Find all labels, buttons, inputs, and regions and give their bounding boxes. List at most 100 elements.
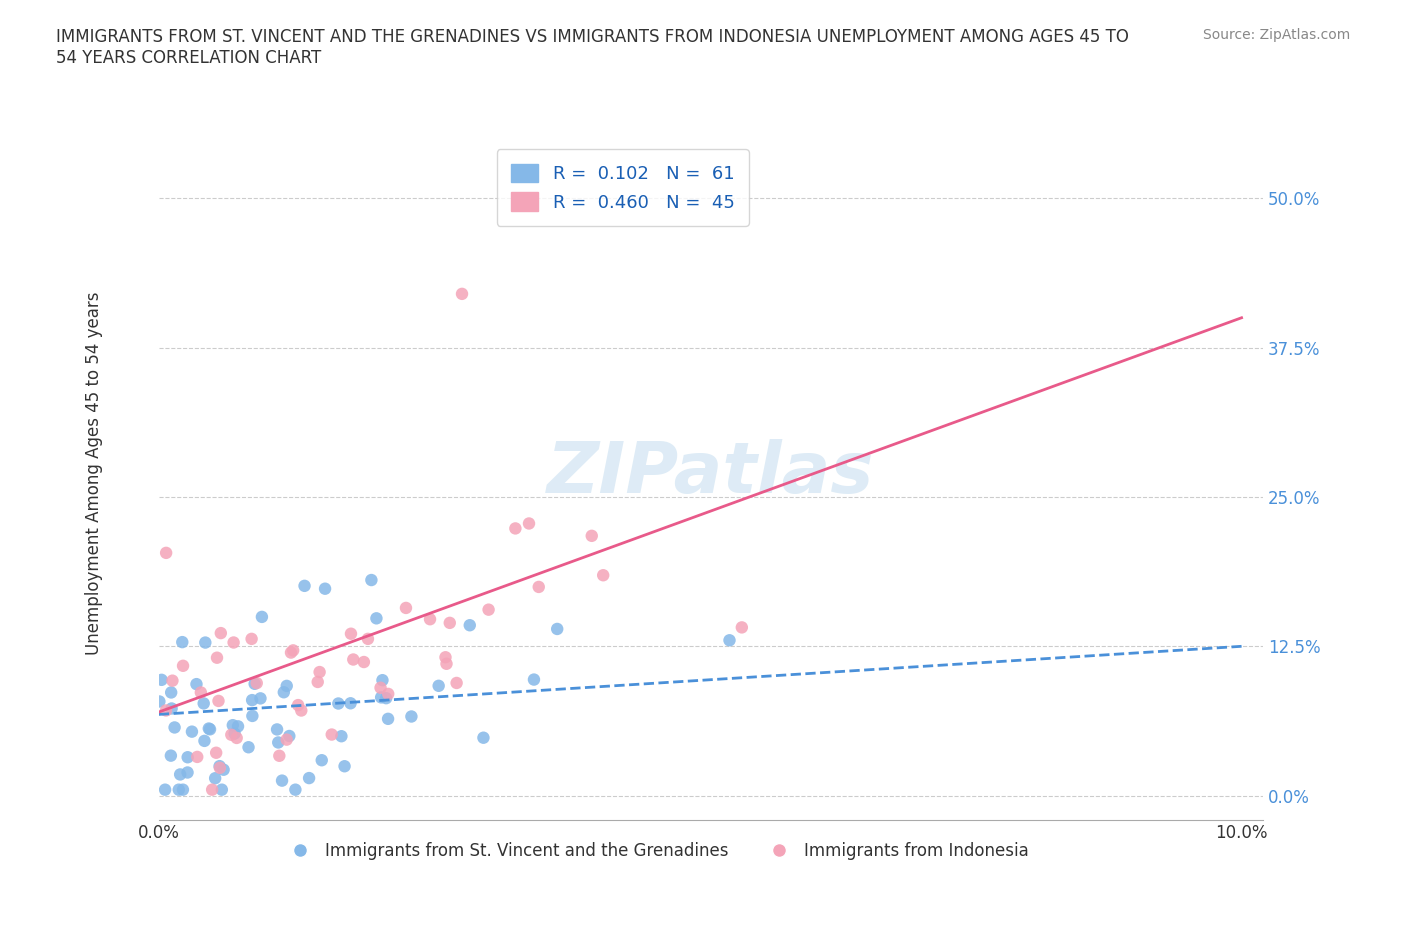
Point: [328, 696, 350, 711]
Point: [155, 545, 177, 560]
Point: [375, 691, 398, 706]
Point: [340, 626, 363, 641]
Point: [439, 616, 461, 631]
Point: [333, 759, 356, 774]
Y-axis label: Unemployment Among Ages 45 to 54 years: Unemployment Among Ages 45 to 54 years: [86, 291, 103, 655]
Point: [401, 709, 423, 724]
Point: [427, 678, 450, 693]
Point: [523, 672, 546, 687]
Point: [148, 694, 170, 709]
Point: [155, 703, 177, 718]
Point: [163, 720, 186, 735]
Point: [287, 698, 309, 712]
Point: [153, 782, 176, 797]
Point: [592, 568, 614, 583]
Point: [342, 652, 364, 667]
Point: [186, 677, 208, 692]
Point: [226, 719, 249, 734]
Point: [311, 752, 333, 767]
Point: [339, 696, 361, 711]
Point: [280, 645, 302, 660]
Point: [436, 657, 458, 671]
Point: [205, 650, 228, 665]
Point: [212, 763, 235, 777]
Point: [307, 674, 329, 689]
Point: [478, 603, 501, 618]
Point: [240, 631, 263, 646]
Point: [330, 729, 353, 744]
Point: [527, 579, 550, 594]
Point: [222, 635, 245, 650]
Point: [243, 676, 266, 691]
Point: [209, 626, 232, 641]
Point: [198, 721, 221, 736]
Point: [451, 286, 474, 301]
Point: [194, 635, 217, 650]
Point: [221, 727, 243, 742]
Point: [240, 709, 263, 724]
Point: [308, 665, 330, 680]
Point: [204, 771, 226, 786]
Point: [208, 759, 231, 774]
Point: [718, 632, 741, 647]
Point: [238, 739, 260, 754]
Point: [395, 601, 418, 616]
Point: [162, 673, 184, 688]
Point: [224, 726, 246, 741]
Point: [160, 685, 183, 700]
Point: [276, 679, 298, 694]
Point: [172, 634, 194, 649]
Point: [208, 761, 231, 776]
Point: [193, 696, 215, 711]
Point: [190, 685, 212, 700]
Point: [193, 734, 215, 749]
Point: [207, 694, 229, 709]
Point: [314, 581, 336, 596]
Point: [222, 718, 245, 733]
Point: [169, 767, 191, 782]
Point: [211, 782, 233, 797]
Point: [505, 521, 527, 536]
Point: [198, 722, 221, 737]
Point: [434, 650, 457, 665]
Text: Source: ZipAtlas.com: Source: ZipAtlas.com: [1202, 28, 1350, 42]
Point: [419, 612, 441, 627]
Point: [546, 621, 568, 636]
Point: [273, 684, 295, 699]
Legend: Immigrants from St. Vincent and the Grenadines, Immigrants from Indonesia: Immigrants from St. Vincent and the Gren…: [277, 835, 1035, 867]
Point: [205, 745, 228, 760]
Text: IMMIGRANTS FROM ST. VINCENT AND THE GRENADINES VS IMMIGRANTS FROM INDONESIA UNEM: IMMIGRANTS FROM ST. VINCENT AND THE GREN…: [56, 28, 1129, 67]
Point: [321, 727, 343, 742]
Point: [172, 782, 194, 797]
Point: [266, 722, 288, 737]
Point: [517, 516, 540, 531]
Point: [366, 611, 388, 626]
Point: [160, 749, 183, 764]
Point: [353, 655, 375, 670]
Point: [201, 782, 224, 797]
Point: [377, 686, 399, 701]
Point: [176, 750, 198, 764]
Point: [186, 750, 208, 764]
Point: [458, 618, 481, 632]
Point: [172, 658, 194, 673]
Point: [581, 528, 603, 543]
Point: [246, 676, 269, 691]
Point: [267, 735, 290, 750]
Point: [284, 782, 307, 797]
Point: [371, 672, 394, 687]
Point: [276, 732, 298, 747]
Point: [240, 693, 263, 708]
Point: [278, 728, 301, 743]
Point: [150, 672, 173, 687]
Point: [167, 782, 190, 797]
Point: [731, 620, 754, 635]
Point: [298, 771, 321, 786]
Point: [225, 730, 247, 745]
Point: [290, 703, 312, 718]
Text: ZIPatlas: ZIPatlas: [547, 439, 875, 508]
Point: [377, 711, 399, 726]
Point: [250, 609, 273, 624]
Point: [281, 643, 304, 658]
Point: [176, 765, 198, 780]
